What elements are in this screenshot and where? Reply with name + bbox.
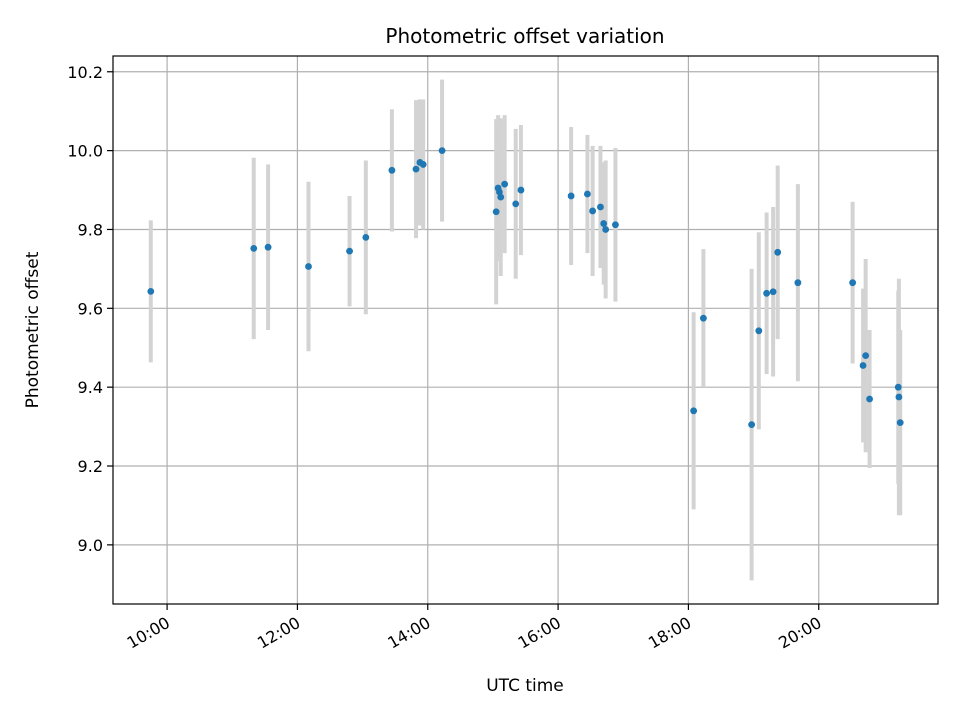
- data-point: [849, 279, 857, 287]
- y-tick-label: 9.6: [78, 299, 103, 318]
- data-point: [512, 200, 520, 208]
- data-point: [748, 421, 756, 429]
- data-point: [147, 287, 155, 295]
- data-point: [597, 203, 604, 211]
- data-point: [497, 193, 505, 201]
- y-tick-label: 9.4: [78, 378, 103, 397]
- data-point: [690, 407, 698, 415]
- data-point: [388, 166, 396, 174]
- y-axis: 9.0 9.2 9.4 9.6 9.8 10.0 10.2: [67, 63, 113, 555]
- y-tick-label: 10.2: [67, 63, 103, 82]
- data-point: [305, 263, 312, 270]
- data-point: [438, 147, 446, 155]
- data-point: [496, 188, 503, 196]
- data-point: [794, 279, 802, 287]
- data-point: [419, 161, 427, 168]
- data-point: [517, 186, 525, 194]
- data-point: [362, 233, 370, 241]
- data-point: [589, 207, 597, 215]
- y-axis-label: Photometric offset: [23, 251, 43, 408]
- y-tick-label: 9.8: [78, 220, 103, 239]
- data-point: [567, 192, 575, 200]
- data-point: [612, 221, 619, 229]
- data-point: [600, 220, 608, 227]
- data-point: [895, 393, 903, 401]
- data-point: [501, 180, 509, 188]
- data-point: [774, 248, 782, 256]
- data-point: [755, 327, 763, 335]
- x-axis-label: UTC time: [486, 676, 564, 696]
- grid: [113, 56, 938, 604]
- data-point: [862, 352, 870, 360]
- data-point: [859, 362, 867, 369]
- data-point: [763, 289, 771, 297]
- data-point: [894, 383, 902, 391]
- data-point: [769, 288, 777, 296]
- data-point: [584, 190, 591, 198]
- data-point: [602, 226, 610, 233]
- y-tick-label: 9.0: [78, 536, 103, 555]
- data-point: [412, 165, 420, 173]
- data-point: [896, 419, 904, 427]
- data-point: [700, 314, 707, 322]
- y-tick-label: 10.0: [67, 142, 103, 161]
- data-points: [147, 147, 904, 429]
- data-point: [346, 247, 353, 255]
- plot-frame: [112, 55, 939, 605]
- data-point: [492, 208, 500, 216]
- data-point: [264, 243, 272, 251]
- y-tick-label: 9.2: [78, 457, 103, 476]
- data-point: [250, 244, 258, 252]
- chart-title: Photometric offset variation: [385, 24, 664, 48]
- data-point: [866, 395, 873, 403]
